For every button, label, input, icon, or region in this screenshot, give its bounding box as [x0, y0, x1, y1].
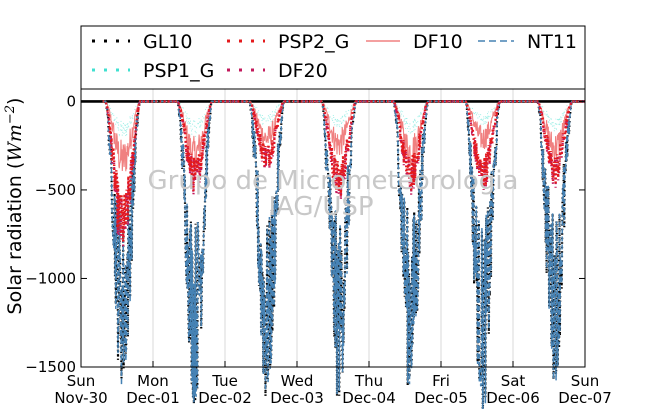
grid-lines: [152, 89, 514, 367]
x-tick-label-day: Sun: [571, 372, 600, 390]
series-line-nt11: [102, 100, 585, 409]
y-axis-label-main: Solar radiation (: [4, 162, 26, 315]
x-tick-label-day: Sat: [501, 372, 526, 390]
x-tick-label-day: Fri: [432, 372, 450, 390]
legend-entry-psp1: PSP1_G: [92, 60, 214, 82]
series-line-psp1-g: [102, 100, 585, 138]
legend-box: [80, 25, 586, 90]
x-tick-label-day: Thu: [354, 372, 383, 390]
x-tick-label-day: Wed: [281, 372, 314, 390]
y-axis-label-exponent: −2: [3, 105, 18, 124]
legend-entry-gl10: GL10: [92, 31, 193, 53]
legend-label-nt11: NT11: [527, 31, 577, 53]
legend-label-df20: DF20: [278, 60, 328, 82]
legend-entry-psp2: PSP2_G: [227, 31, 349, 53]
y-axis-label-close: ): [4, 98, 26, 105]
legend-label-psp2: PSP2_G: [278, 31, 349, 53]
watermark-line-2: IAG/USP: [268, 192, 373, 222]
x-tick-label-day: Mon: [137, 372, 169, 390]
x-tick-label-date: Dec-02: [198, 389, 252, 407]
x-axis: SunNov-30MonDec-01TueDec-02WedDec-03ThuD…: [54, 361, 612, 407]
y-axis-label: Solar radiation (Wm−2): [3, 98, 27, 315]
legend-entry-nt11: NT11: [478, 31, 577, 53]
legend-label-gl10: GL10: [143, 31, 193, 53]
x-tick-label-day: Sun: [67, 372, 96, 390]
x-tick-label-date: Nov-30: [54, 389, 107, 407]
legend-label-psp1: PSP1_G: [143, 60, 214, 82]
series-line-psp2-g: [102, 100, 585, 242]
x-tick-label-date: Dec-03: [270, 389, 324, 407]
watermark-line-1: Grupo de Micrometeorologia: [148, 166, 519, 196]
y-tick-label: −500: [35, 181, 76, 199]
y-tick-label: 0: [66, 92, 76, 110]
x-tick-label-date: Dec-05: [414, 389, 468, 407]
x-tick-label-date: Dec-07: [558, 389, 612, 407]
x-tick-label-day: Tue: [211, 372, 238, 390]
legend-entry-df20: DF20: [227, 60, 328, 82]
legend-entry-df10: DF10: [366, 31, 463, 53]
y-axis-label-unit: Wm: [4, 124, 26, 162]
series-line-df10: [102, 100, 585, 173]
series-layer: [102, 100, 585, 409]
y-tick-label: −1000: [25, 269, 76, 287]
y-axis: 0 −500 −1000 −1500: [25, 92, 585, 376]
y-tick-label: −1500: [25, 358, 76, 376]
legend-label-df10: DF10: [413, 31, 463, 53]
x-tick-label-date: Dec-01: [126, 389, 180, 407]
x-tick-label-date: Dec-04: [342, 389, 396, 407]
x-tick-label-date: Dec-06: [486, 389, 540, 407]
